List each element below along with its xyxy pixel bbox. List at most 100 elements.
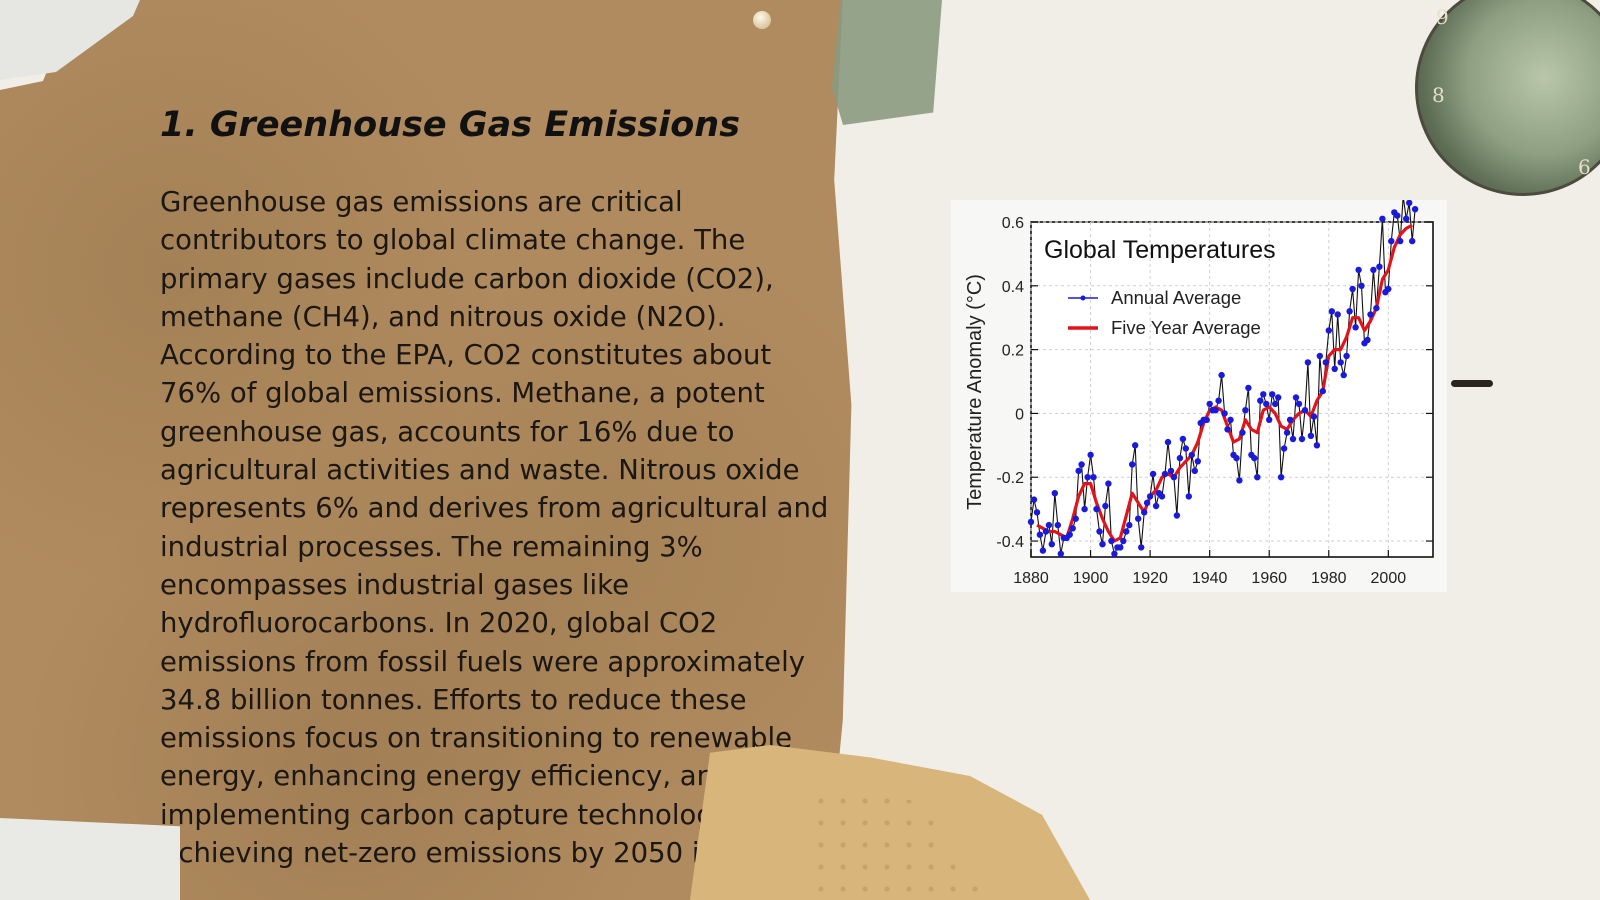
annual-average-point [1084, 474, 1091, 481]
plot-area [1030, 221, 1434, 558]
annual-average-point [1132, 442, 1139, 449]
annual-average-point [1325, 327, 1332, 334]
annual-average-point [1141, 509, 1148, 516]
annual-average-point [1045, 521, 1053, 529]
annual-average-point [1355, 266, 1362, 274]
annual-average-point [1242, 407, 1249, 414]
annual-average-point [1340, 371, 1347, 379]
clock-number: 8 [1432, 83, 1445, 107]
annual-average-point [1322, 359, 1329, 366]
annual-average-point [1221, 410, 1228, 417]
annual-average-point [1343, 352, 1350, 360]
x-tick-label: 1940 [1192, 570, 1228, 587]
annual-average-point [1254, 474, 1261, 481]
annual-average-point [1245, 384, 1252, 392]
annual-average-point [1042, 528, 1050, 535]
annual-average-point [1373, 304, 1380, 312]
annual-average-point [1126, 521, 1133, 529]
annual-average-point [1376, 263, 1383, 270]
annual-average-point [1203, 416, 1210, 423]
annual-average-point [1251, 454, 1258, 462]
ink-dash-decoration [1451, 380, 1493, 387]
annual-average-point [1066, 531, 1073, 538]
annual-average-point [1075, 467, 1082, 475]
annual-average-point [1409, 237, 1416, 245]
annual-average-point [1099, 541, 1106, 548]
annual-average-point [1269, 391, 1276, 398]
annual-average-point [1129, 461, 1136, 468]
x-tick-label: 1920 [1132, 570, 1168, 587]
annual-average-point [1093, 505, 1100, 513]
annual-average-point [1158, 493, 1166, 500]
annual-average-point [1295, 400, 1303, 408]
annual-average-point [1108, 537, 1115, 545]
annual-average-point [1337, 359, 1344, 366]
annual-average-point [1194, 458, 1201, 465]
green-tape-decoration [832, 0, 942, 125]
annual-average-point [1143, 499, 1151, 506]
annual-average-point [1313, 442, 1321, 449]
annual-average-point [1236, 477, 1243, 484]
annual-average-point [1051, 490, 1058, 497]
annual-average-point [1173, 512, 1181, 519]
annual-average-point [1191, 467, 1198, 475]
annual-average-point [1310, 413, 1318, 420]
annual-average-point [1167, 467, 1175, 475]
annual-average-point [1289, 435, 1297, 443]
annual-average-point [1334, 311, 1341, 318]
annual-average-point [1277, 474, 1285, 481]
annual-average-point [1358, 282, 1365, 289]
x-tick-label: 1900 [1073, 570, 1109, 587]
annual-average-point [1030, 496, 1038, 503]
five-year-average-line [1036, 223, 1413, 543]
annual-average-point [1176, 454, 1184, 462]
annual-average-point [1224, 426, 1231, 433]
x-tick-label: 2000 [1371, 570, 1407, 587]
annual-average-point [1385, 285, 1392, 293]
annual-average-point [1090, 474, 1097, 481]
annual-average-point [1111, 550, 1118, 557]
annual-average-point [1227, 416, 1234, 423]
annual-average-point [1149, 470, 1157, 478]
clock-number: 6 [1578, 155, 1591, 179]
annual-average-point [1364, 336, 1371, 344]
y-tick-label: 0.2 [1002, 343, 1024, 360]
annual-average-point [1379, 215, 1386, 222]
annual-average-point [1188, 451, 1195, 459]
y-tick-label: 0.4 [1002, 279, 1024, 296]
annual-average-point [1346, 308, 1353, 315]
annual-average-point [1349, 285, 1356, 293]
annual-average-point [1316, 352, 1323, 360]
annual-average-point [1069, 525, 1076, 532]
annual-average-point [1301, 407, 1309, 414]
pin-decoration [753, 11, 771, 29]
annual-average-point [1120, 537, 1127, 545]
annual-average-point [1027, 518, 1035, 526]
annual-average-point [1123, 528, 1130, 535]
annual-average-point [1164, 438, 1172, 446]
annual-average-point [1146, 493, 1154, 500]
annual-average-point [1170, 474, 1178, 481]
annual-average-point [1286, 416, 1294, 423]
annual-average-point [1215, 397, 1222, 404]
annual-average-point [1185, 493, 1192, 500]
x-tick-label: 1880 [1013, 570, 1049, 587]
annual-average-point [1072, 515, 1079, 522]
clock-decoration: 9 8 6 [1415, 0, 1600, 196]
legend-five-year-label: Five Year Average [1111, 317, 1261, 338]
annual-average-point [1283, 429, 1291, 436]
annual-average-point [1280, 445, 1288, 452]
annual-average-point [1319, 387, 1326, 395]
annual-average-point [1135, 515, 1142, 522]
annual-average-point [1298, 435, 1306, 443]
annual-average-point [1039, 547, 1047, 554]
annual-average-point [1117, 544, 1124, 551]
kraft-paper-texture [0, 0, 852, 900]
annual-average-point [1152, 502, 1160, 510]
annual-average-point [1048, 541, 1055, 548]
annual-average-point [1033, 509, 1041, 516]
annual-average-point [1272, 400, 1279, 408]
annual-average-point [1403, 215, 1410, 222]
annual-average-point [1257, 397, 1264, 404]
chart-svg: 1880 1900 1920 1940 1960 1980 2000 0.6 0.4 0.2 0 -0… [964, 193, 1434, 587]
